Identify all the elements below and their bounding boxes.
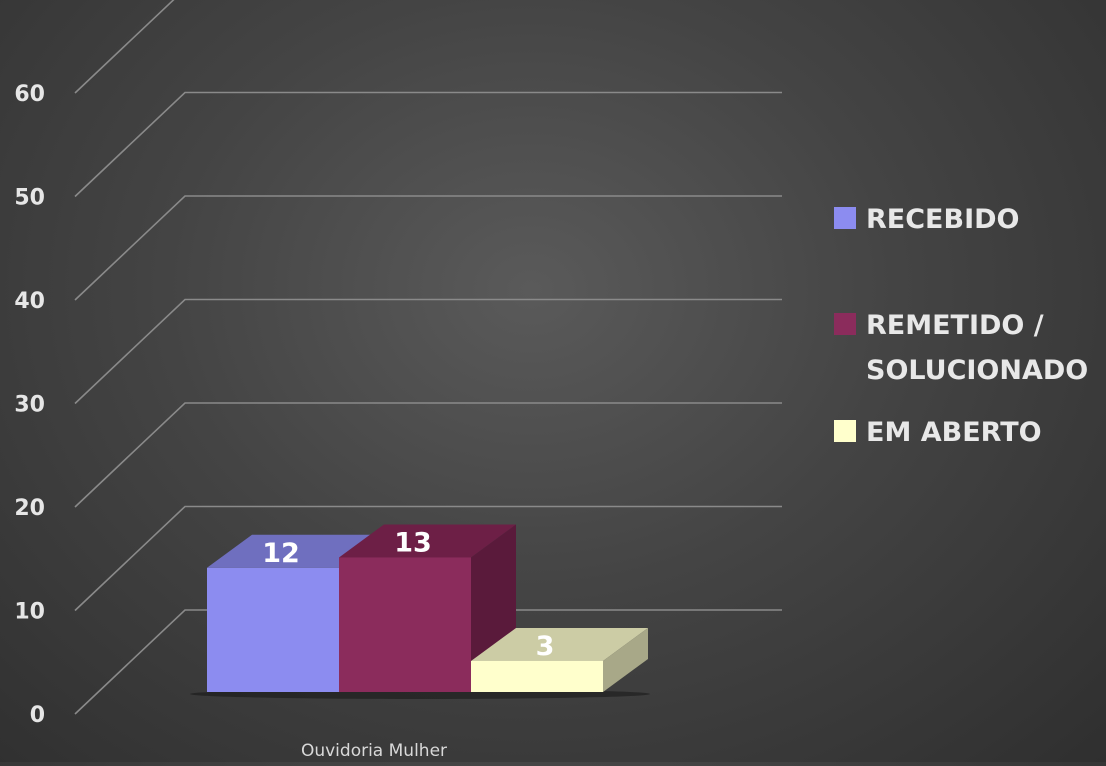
data-label: 13 [394,527,432,558]
data-label: 3 [536,631,555,662]
gridline [74,402,782,508]
legend-swatch [834,420,856,442]
y-tick-label: 60 [14,82,45,107]
y-axis-ticks: 0 10 20 30 40 50 60 [14,82,45,728]
data-label: 12 [262,538,300,569]
legend-item: EM ABERTO [834,417,1042,448]
bar-recebido [207,534,384,692]
y-tick-label: 10 [14,600,45,625]
legend-swatch [834,207,856,229]
bar-top-face [339,524,516,558]
bar-remetido-solucionado [339,524,516,692]
bar-front-face [471,660,603,692]
legend: RECEBIDO REMETIDO / SOLUCIONADO EM ABERTO [834,204,1088,448]
category-label: Ouvidoria Mulher [301,741,447,761]
y-tick-label: 20 [14,496,45,521]
gridline [74,0,175,94]
bar-em-aberto [471,627,648,692]
y-tick-label: 0 [30,703,45,728]
legend-item: REMETIDO / SOLUCIONADO [834,310,1088,386]
legend-label: RECEBIDO [866,204,1019,235]
y-tick-label: 40 [14,289,45,314]
data-labels: 12 13 3 [262,527,554,662]
gridline [74,609,782,715]
gridline [74,91,782,198]
x-axis-categories: Ouvidoria Mulher [301,741,447,761]
legend-label: EM ABERTO [866,417,1042,448]
gridline [74,505,782,612]
gridline [74,298,782,405]
legend-label: SOLUCIONADO [866,355,1088,386]
bar-front-face [339,557,471,692]
bar-top-face [471,627,648,661]
legend-label: REMETIDO / [866,310,1044,341]
y-tick-label: 50 [14,186,45,211]
bar-front-face [207,567,339,692]
gridline [74,195,782,301]
legend-item: RECEBIDO [834,204,1019,235]
bars [190,524,650,699]
bar-side-face [603,627,648,692]
legend-swatch [834,313,856,335]
y-tick-label: 30 [14,393,45,418]
gridlines [74,0,782,715]
